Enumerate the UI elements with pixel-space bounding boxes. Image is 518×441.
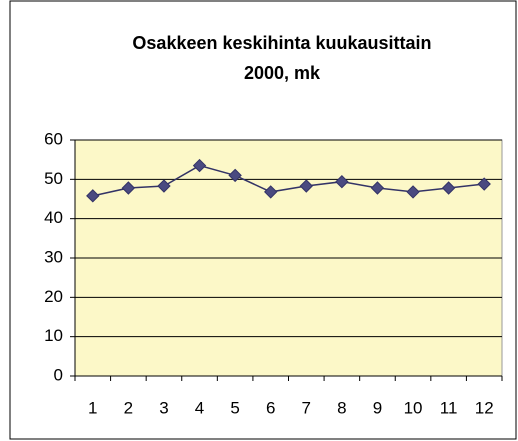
x-tick-label: 9 [373,398,382,417]
x-tick-label: 7 [302,398,311,417]
x-tick-label: 12 [475,398,494,417]
data-marker [477,177,491,191]
chart-title: Osakkeen keskihinta kuukausittain [132,33,431,53]
y-tick-label: 20 [44,287,63,306]
x-tick-label: 10 [404,398,423,417]
data-marker [121,181,136,195]
x-tick-label: 8 [337,398,346,417]
data-marker [406,185,420,199]
chart-subtitle: 2000, mk [244,63,321,83]
y-tick-label: 50 [44,169,63,188]
data-marker [299,179,313,193]
data-marker [228,168,242,183]
y-tick-label: 10 [44,326,63,345]
data-marker [86,189,100,203]
data-marker [192,158,207,173]
y-tick-label: 30 [44,247,63,266]
x-tick-label: 5 [230,398,239,417]
x-tick-label: 11 [440,398,458,417]
x-tick-label: 4 [195,398,204,417]
x-tick-label: 1 [88,398,97,417]
x-tick-label: 6 [266,398,275,417]
data-marker [335,174,349,189]
x-tick-label: 2 [124,398,133,417]
chart-frame [9,0,517,440]
x-tick-label: 3 [159,398,168,417]
data-marker [370,181,385,195]
y-tick-label: 60 [44,129,63,148]
y-tick-label: 0 [54,365,63,384]
data-marker [157,179,171,193]
data-marker [441,181,456,195]
y-tick-label: 40 [44,208,63,227]
data-marker [264,185,278,199]
